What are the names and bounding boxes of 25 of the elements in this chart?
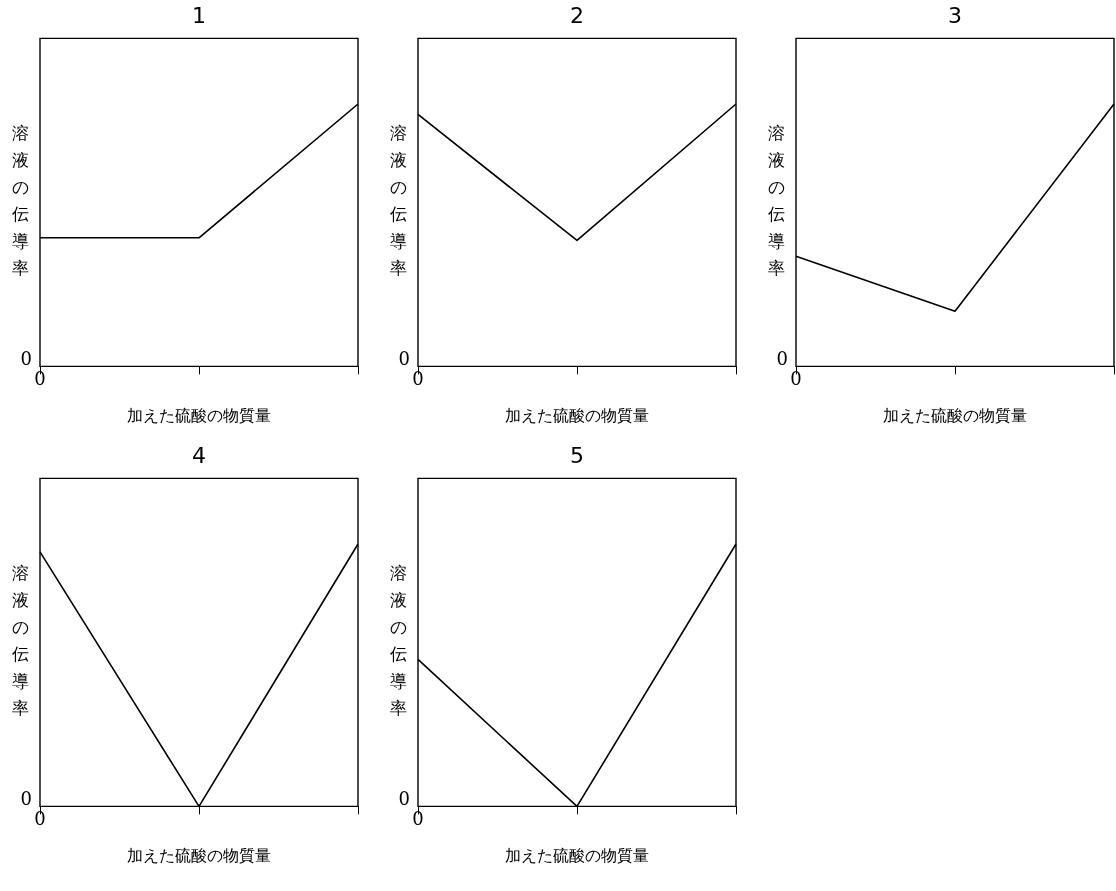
x-axis-title: 加えた硫酸の物質量 [127, 845, 271, 865]
chart-title: 2 [570, 2, 584, 28]
text: 0 [398, 348, 410, 370]
x-axis-title: 加えた硫酸の物質量 [505, 845, 649, 865]
x-axis-title: 加えた硫酸の物質量 [127, 405, 271, 425]
y-axis-title: 溶液の伝導率 [389, 123, 407, 279]
x-axis-title: 加えた硫酸の物質量 [883, 405, 1027, 425]
x-axis-title: 加えた硫酸の物質量 [505, 405, 649, 425]
text: 0 [412, 808, 424, 830]
text: 0 [776, 348, 788, 370]
chart-title: 3 [948, 2, 962, 28]
text: 0 [34, 368, 46, 390]
y-axis-title: 溶液の伝導率 [11, 123, 29, 279]
chart-title: 5 [570, 442, 584, 468]
text: 0 [20, 348, 32, 370]
text: 0 [790, 368, 802, 390]
text: 0 [34, 808, 46, 830]
text: 0 [412, 368, 424, 390]
chart-title: 4 [192, 442, 206, 468]
y-axis-title: 溶液の伝導率 [11, 563, 29, 719]
y-axis-title: 溶液の伝導率 [767, 123, 785, 279]
y-axis-title: 溶液の伝導率 [389, 563, 407, 719]
text: 0 [20, 788, 32, 810]
chart-title: 1 [192, 2, 206, 28]
text: 0 [398, 788, 410, 810]
